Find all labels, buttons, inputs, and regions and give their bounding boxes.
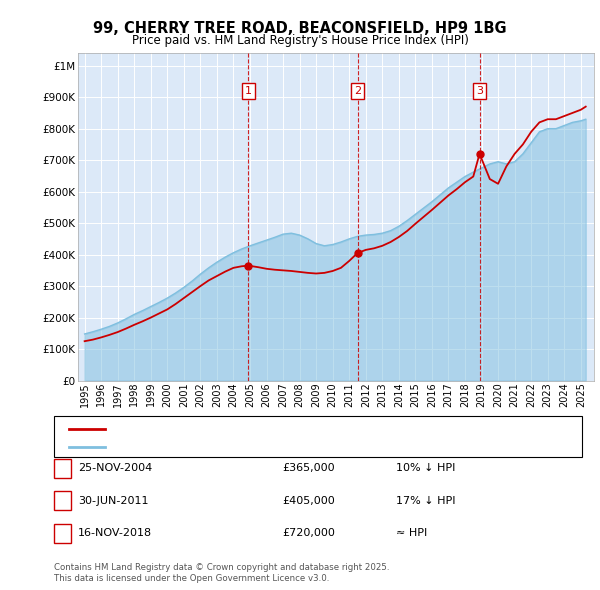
Text: Price paid vs. HM Land Registry's House Price Index (HPI): Price paid vs. HM Land Registry's House … bbox=[131, 34, 469, 47]
Text: 30-JUN-2011: 30-JUN-2011 bbox=[78, 496, 149, 506]
Text: Contains HM Land Registry data © Crown copyright and database right 2025.
This d: Contains HM Land Registry data © Crown c… bbox=[54, 563, 389, 583]
Text: 3: 3 bbox=[476, 86, 483, 96]
Text: 2: 2 bbox=[59, 496, 66, 506]
Text: 2: 2 bbox=[354, 86, 361, 96]
Text: 17% ↓ HPI: 17% ↓ HPI bbox=[396, 496, 455, 506]
Text: 25-NOV-2004: 25-NOV-2004 bbox=[78, 464, 152, 473]
Text: ≈ HPI: ≈ HPI bbox=[396, 529, 427, 538]
Text: £405,000: £405,000 bbox=[282, 496, 335, 506]
Text: £720,000: £720,000 bbox=[282, 529, 335, 538]
Text: 10% ↓ HPI: 10% ↓ HPI bbox=[396, 464, 455, 473]
Text: £365,000: £365,000 bbox=[282, 464, 335, 473]
Text: 1: 1 bbox=[245, 86, 252, 96]
Text: 99, CHERRY TREE ROAD, BEACONSFIELD, HP9 1BG (detached house): 99, CHERRY TREE ROAD, BEACONSFIELD, HP9 … bbox=[112, 424, 470, 434]
Text: 16-NOV-2018: 16-NOV-2018 bbox=[78, 529, 152, 538]
Text: 3: 3 bbox=[59, 529, 66, 538]
Text: 99, CHERRY TREE ROAD, BEACONSFIELD, HP9 1BG: 99, CHERRY TREE ROAD, BEACONSFIELD, HP9 … bbox=[93, 21, 507, 35]
Text: 1: 1 bbox=[59, 464, 66, 473]
Text: HPI: Average price, detached house, Buckinghamshire: HPI: Average price, detached house, Buck… bbox=[112, 442, 396, 451]
